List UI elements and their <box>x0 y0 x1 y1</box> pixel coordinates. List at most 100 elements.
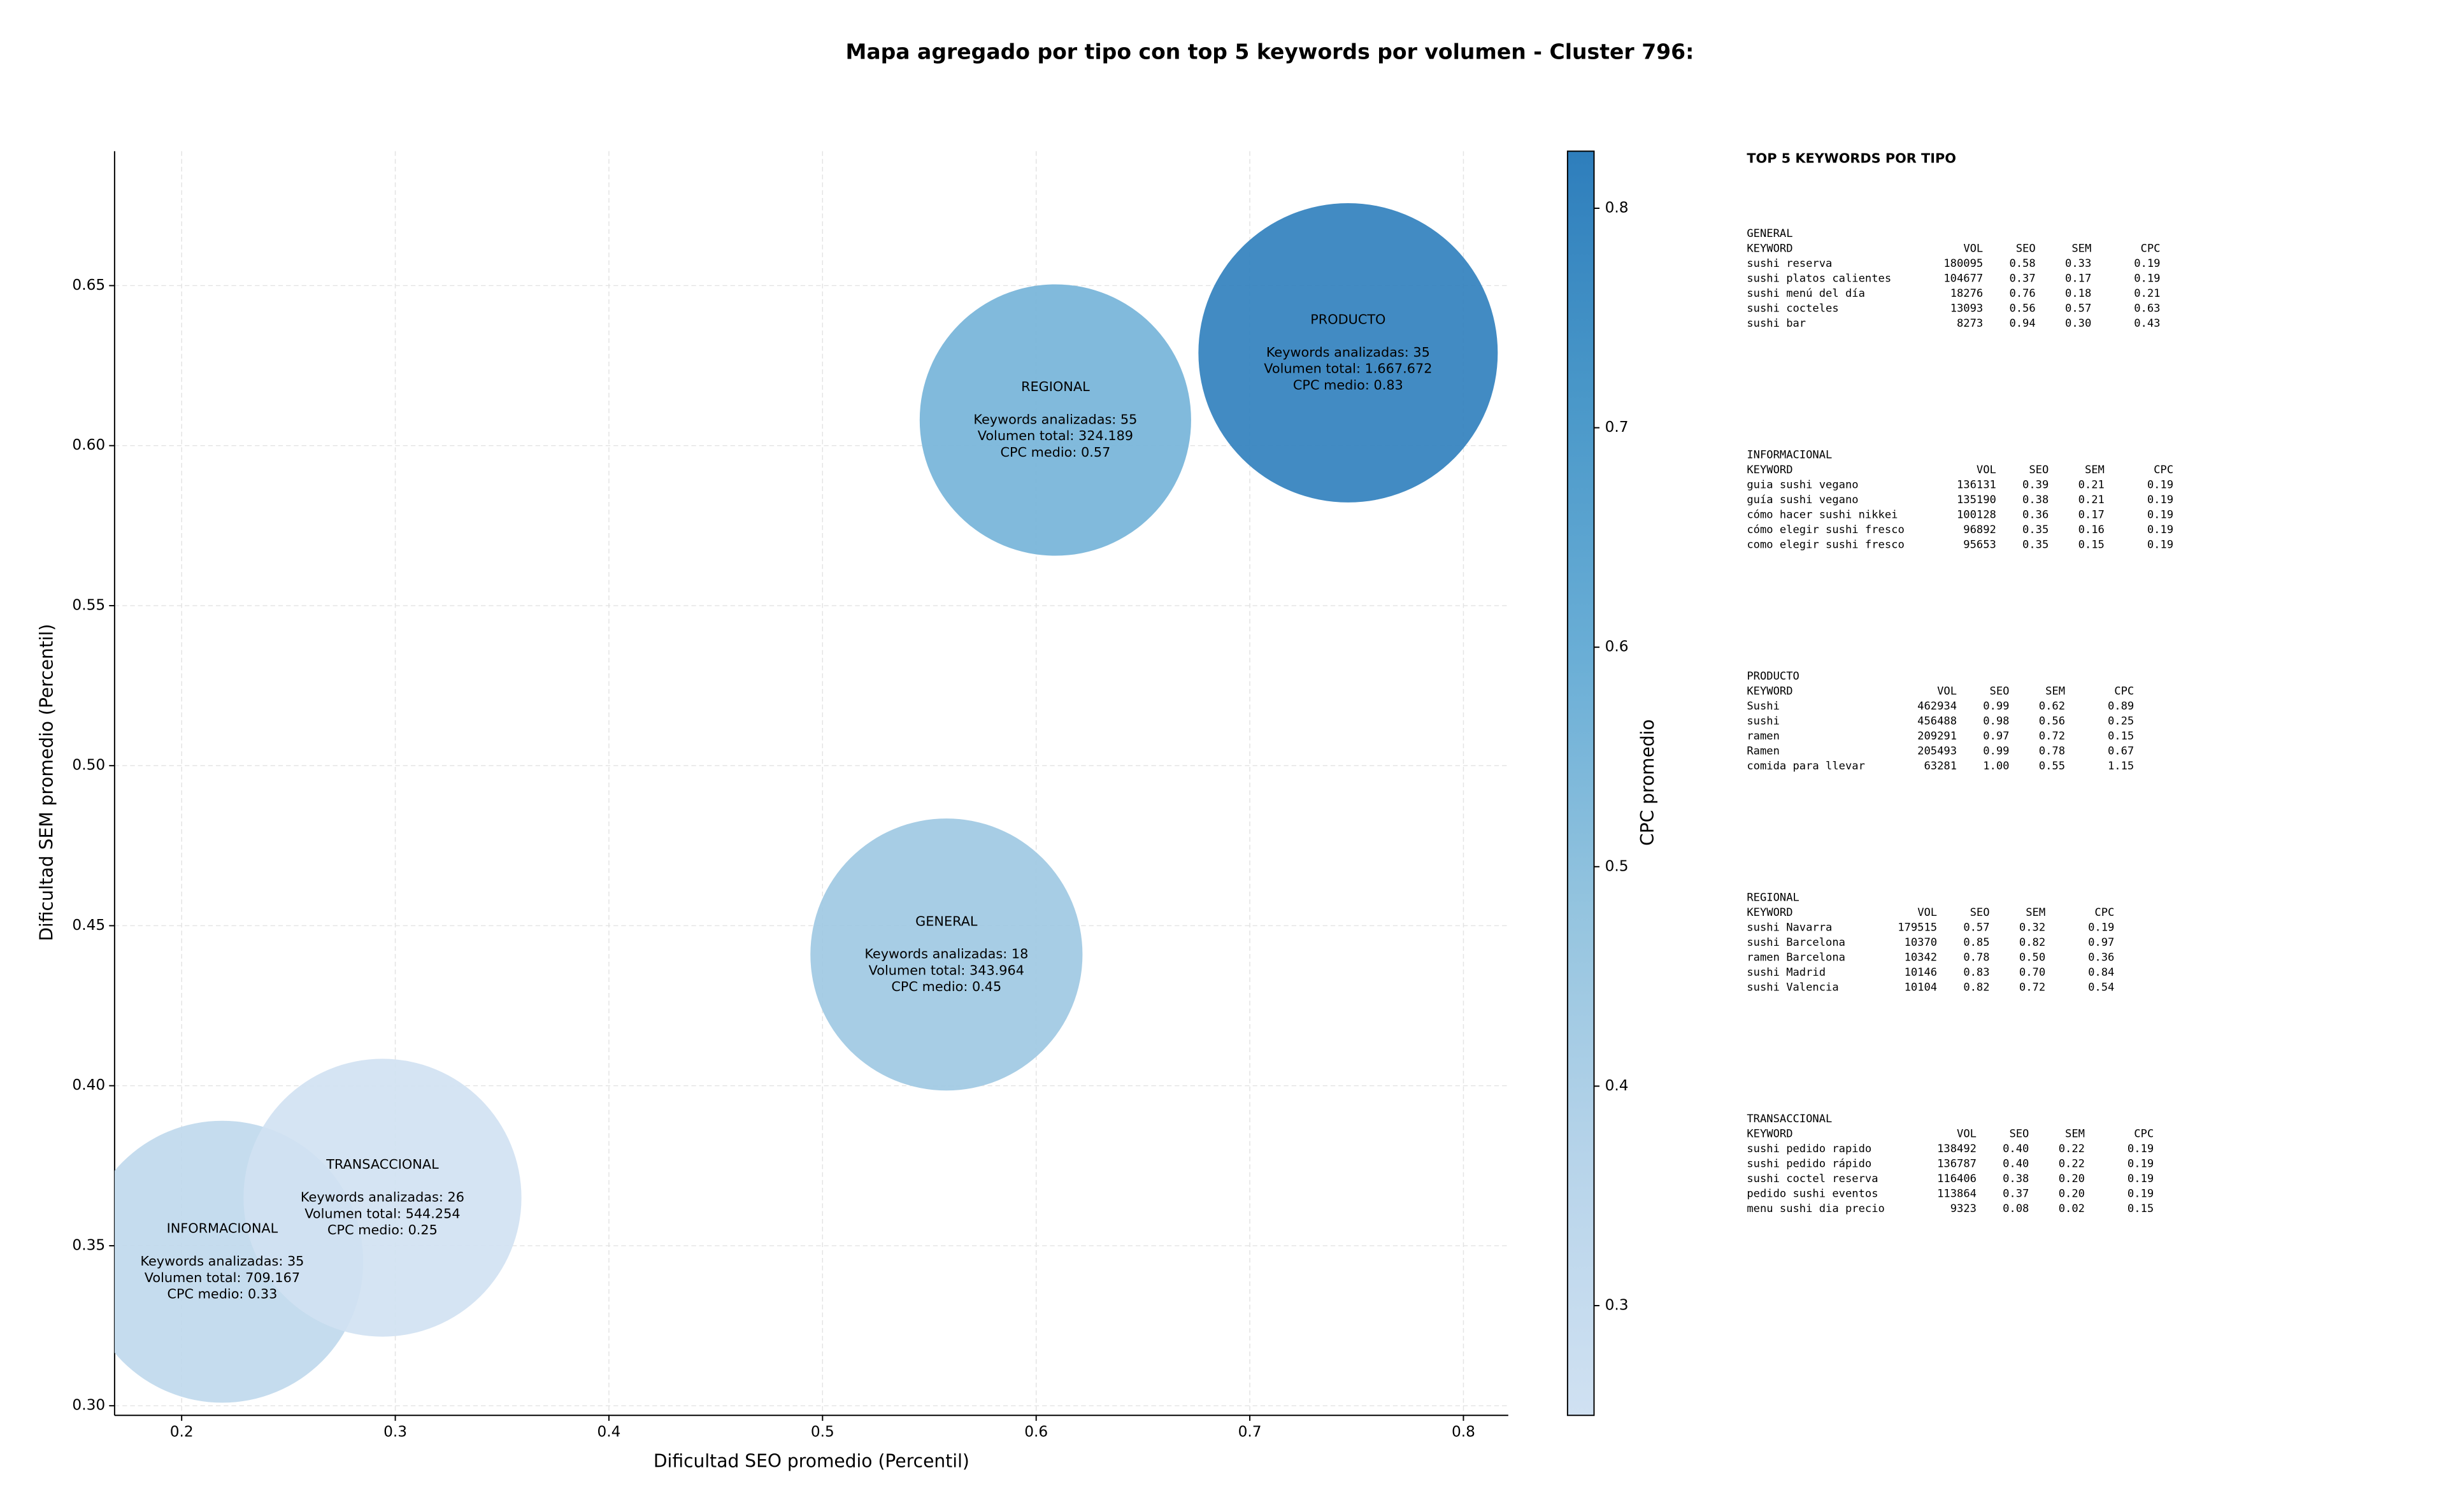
colorbar-tick-label: 0.5 <box>1605 857 1629 874</box>
table-header: KEYWORD <box>1747 1128 1792 1141</box>
table-header: KEYWORD <box>1747 906 1792 919</box>
x-tick-label: 0.2 <box>170 1423 194 1441</box>
y-tick-label: 0.60 <box>72 436 105 453</box>
table-header: SEO <box>2016 243 2036 255</box>
table-cell: 0.54 <box>2088 981 2114 994</box>
bubble-name: GENERAL <box>915 913 978 929</box>
table-cell: 0.19 <box>2128 1158 2154 1171</box>
x-tick-label: 0.4 <box>597 1423 620 1441</box>
table-cell: 0.18 <box>2065 287 2091 300</box>
colorbar-tick-label: 0.4 <box>1605 1077 1629 1094</box>
colorbar-tick-label: 0.3 <box>1605 1296 1629 1313</box>
table-cell: 0.55 <box>2039 760 2065 773</box>
x-tick-label: 0.6 <box>1024 1423 1048 1441</box>
table-header: SEM <box>2065 1128 2085 1141</box>
table-header: SEO <box>2029 464 2049 476</box>
table-cell: sushi <box>1747 715 1780 728</box>
table-group-name: REGIONAL <box>1747 892 1799 904</box>
table-cell: sushi platos calientes <box>1747 273 1891 285</box>
table-cell: Sushi <box>1747 700 1780 713</box>
bubble-annotation: Volumen total: 1.667.672 <box>1264 361 1432 376</box>
table-cell: 0.19 <box>2134 257 2160 270</box>
table-cell: 0.43 <box>2134 317 2160 330</box>
table-cell: pedido sushi eventos <box>1747 1188 1878 1201</box>
table-cell: 0.38 <box>2003 1173 2029 1185</box>
y-tick-label: 0.50 <box>72 757 105 774</box>
table-cell: 0.21 <box>2134 287 2160 300</box>
table-cell: 0.78 <box>1963 952 1989 964</box>
table-cell: 0.19 <box>2147 479 2173 492</box>
table-cell: 0.58 <box>2009 257 2035 270</box>
table-header: SEO <box>2009 1128 2029 1141</box>
table-cell: 113864 <box>1937 1188 1977 1201</box>
table-cell: 0.20 <box>2059 1173 2085 1185</box>
table-header: VOL <box>1963 243 1983 255</box>
table-cell: 10146 <box>1905 966 1938 979</box>
table-header: SEM <box>2071 243 2091 255</box>
table-cell: 10342 <box>1905 952 1938 964</box>
bubble <box>243 1059 522 1337</box>
table-cell: 0.15 <box>2128 1202 2154 1215</box>
bubble-annotation: CPC medio: 0.33 <box>167 1286 277 1301</box>
table-cell: 0.67 <box>2108 745 2134 758</box>
bubble-annotation: Keywords analizadas: 18 <box>864 946 1028 962</box>
table-cell: 0.19 <box>2128 1188 2154 1201</box>
table-cell: cómo hacer sushi nikkei <box>1747 509 1898 522</box>
table-cell: 462934 <box>1917 700 1957 713</box>
y-tick-label: 0.65 <box>72 276 105 294</box>
table-cell: 0.19 <box>2147 509 2173 522</box>
colorbar-tick-label: 0.6 <box>1605 638 1629 655</box>
table-cell: 0.98 <box>1983 715 2009 728</box>
table-header: SEO <box>1990 685 2010 698</box>
table-cell: 0.40 <box>2003 1158 2029 1171</box>
table-cell: 138492 <box>1937 1143 1977 1155</box>
bubble-annotation: Volumen total: 343.964 <box>869 962 1024 978</box>
table-cell: 0.35 <box>2022 539 2049 552</box>
table-cell: 0.63 <box>2134 303 2160 315</box>
table-cell: 0.62 <box>2039 700 2065 713</box>
table-cell: comida para llevar <box>1747 760 1865 773</box>
table-header: KEYWORD <box>1747 464 1792 476</box>
table-header: SEM <box>2045 685 2065 698</box>
table-cell: 136131 <box>1957 479 1996 492</box>
bubble-annotation: Keywords analizadas: 26 <box>301 1190 464 1205</box>
table-cell: 0.72 <box>2039 730 2065 743</box>
table-cell: 1.15 <box>2108 760 2134 773</box>
bubble-name: INFORMACIONAL <box>167 1221 278 1236</box>
table-cell: 9323 <box>1950 1202 1977 1215</box>
table-cell: 0.85 <box>1963 936 1989 949</box>
y-tick-label: 0.35 <box>72 1236 105 1253</box>
table-cell: sushi pedido rápido <box>1747 1158 1871 1171</box>
table-cell: 0.82 <box>1963 981 1989 994</box>
bubble-annotation: Volumen total: 544.254 <box>304 1206 460 1221</box>
table-cell: 100128 <box>1957 509 1996 522</box>
table-cell: 0.21 <box>2078 479 2105 492</box>
table-cell: 0.99 <box>1983 700 2009 713</box>
colorbar-tick-label: 0.8 <box>1605 199 1629 216</box>
table-header: SEM <box>2085 464 2105 476</box>
table-cell: 135190 <box>1957 494 1996 506</box>
table-header: VOL <box>1917 906 1937 919</box>
table-cell: 1.00 <box>1983 760 2009 773</box>
table-cell: 180095 <box>1943 257 1983 270</box>
y-tick-label: 0.40 <box>72 1076 105 1094</box>
table-cell: sushi menú del día <box>1747 287 1865 300</box>
table-cell: 0.19 <box>2147 539 2173 552</box>
table-cell: 0.37 <box>2009 273 2035 285</box>
table-cell: 0.15 <box>2108 730 2134 743</box>
table-cell: sushi reserva <box>1747 257 1832 270</box>
table-cell: 0.57 <box>2065 303 2091 315</box>
table-header: KEYWORD <box>1747 243 1792 255</box>
table-group-name: INFORMACIONAL <box>1747 449 1832 462</box>
x-tick-label: 0.5 <box>811 1423 834 1441</box>
table-cell: 0.50 <box>2019 952 2045 964</box>
table-cell: 209291 <box>1917 730 1957 743</box>
table-cell: 0.56 <box>2009 303 2035 315</box>
table-cell: 10104 <box>1905 981 1938 994</box>
x-tick-label: 0.3 <box>383 1423 407 1441</box>
table-cell: 0.40 <box>2003 1143 2029 1155</box>
table-cell: 0.76 <box>2009 287 2035 300</box>
table-header: CPC <box>2094 906 2114 919</box>
bubble-annotation: CPC medio: 0.45 <box>891 979 1001 994</box>
table-cell: 0.08 <box>2003 1202 2029 1215</box>
